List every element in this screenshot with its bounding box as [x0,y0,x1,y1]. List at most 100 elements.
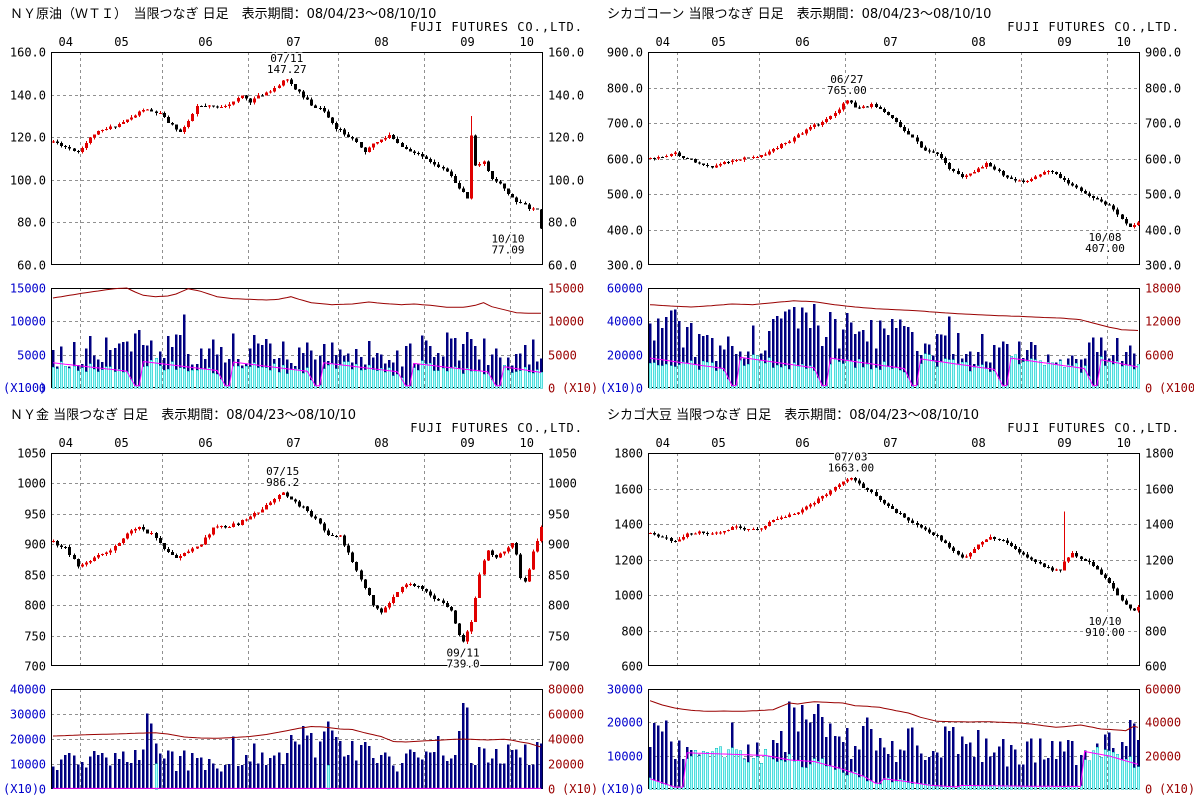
price-axis-label-right: 850 [548,569,570,583]
month-label: 08 [374,35,388,49]
month-label: 07 [883,35,897,49]
month-label: 05 [114,35,128,49]
candlestick-chart-ny-crude-wti: 160.0 160.0 140.0 140.0 120.0 120.0 100.0 100.0… [3,35,597,396]
chart-title-ny-gold: ＮＹ金 当限つなぎ 日足 表示期間：08/04/23～08/10/10 [10,408,357,423]
volume-axis-label-right: 40000 [1145,716,1181,730]
month-label: 09 [1057,35,1071,49]
month-label: 05 [114,436,128,450]
month-label: 09 [1057,436,1071,450]
volume-bars [648,701,1140,790]
price-axis-label-right: 100.0 [548,174,584,188]
month-label: 10 [520,436,534,450]
company-credit: FUJI FUTURES CO.,LTD. [410,20,583,34]
overlay-lines [649,300,1139,387]
price-axis-label-right: 900 [548,538,570,552]
volume-axis-label-right: 10000 [548,315,584,329]
volume-axis-label-left: 0 [39,783,46,797]
annotation-low-value: 910.00 [1085,626,1125,639]
price-axis-label-right: 800 [548,599,570,613]
volume-axis-multiplier-right: (X100) [1159,381,1194,395]
volume-axis-label-right: 15000 [548,282,584,296]
price-axis-label-left: 700 [24,660,46,674]
volume-axis-label-left: 0 [636,382,643,396]
price-axis-label-right: 1400 [1145,518,1174,532]
volume-axis-label-left: 20000 [10,733,46,747]
candles [52,77,543,230]
price-axis-label-right: 400.0 [1145,224,1181,238]
price-axis-label-left: 750 [24,630,46,644]
price-axis-label-left: 1000 [17,477,46,491]
price-axis-label-right: 140.0 [548,89,584,103]
price-axis-label-left: 850 [24,569,46,583]
price-axis-label-left: 400.0 [607,224,643,238]
month-label: 09 [460,35,474,49]
price-axis-label-left: 1800 [614,447,643,461]
month-label: 08 [971,35,985,49]
price-axis-label-left: 80.0 [17,216,46,230]
price-axis-label-right: 1600 [1145,483,1174,497]
price-axis-label-left: 700.0 [607,117,643,131]
chart-title-chicago-corn: シカゴコーン 当限つなぎ 日足 表示期間：08/04/23～08/10/10 [607,7,992,22]
panel-borders [648,52,1140,388]
price-axis-label-right: 1000 [1145,589,1174,603]
month-label: 04 [656,436,670,450]
annotation-low-date: 10/10 [1088,615,1121,628]
month-label: 05 [711,436,725,450]
price-axis-label-left: 120.0 [10,131,46,145]
chart-title-chicago-soybeans: シカゴ大豆 当限つなぎ 日足 表示期間：08/04/23～08/10/10 [607,408,980,423]
price-axis-label-right: 600.0 [1145,153,1181,167]
volume-axis-label-right: 6000 [1145,349,1174,363]
price-axis-label-left: 1400 [614,518,643,532]
month-label: 10 [1117,436,1131,450]
candles [649,99,1140,229]
chart-quadrant-ny-gold: ＮＹ金 当限つなぎ 日足 表示期間：08/04/23～08/10/10 FUJI… [0,401,597,802]
price-axis-label-right: 700.0 [1145,117,1181,131]
axis-labels: 160.0 160.0 140.0 140.0 120.0 120.0 100.0 100.0… [3,35,597,396]
volume-axis-label-left: 40000 [10,683,46,697]
overlay-lines [52,287,542,387]
annotation-high-value: 765.00 [827,84,867,97]
month-label: 10 [520,35,534,49]
month-label: 06 [198,35,212,49]
price-axis-label-right: 900.0 [1145,46,1181,60]
month-label: 06 [795,35,809,49]
panel-borders [51,52,543,388]
front-month-line [649,750,1139,788]
price-axis-label-right: 700 [548,660,570,674]
annotation-high-value: 147.27 [267,63,307,76]
company-credit: FUJI FUTURES CO.,LTD. [1007,20,1180,34]
month-label: 05 [711,35,725,49]
panel-borders [648,453,1140,789]
price-axis-label-right: 120.0 [548,131,584,145]
front-month-line [649,356,1139,387]
price-axis-label-left: 300.0 [607,259,643,273]
month-label: 08 [971,436,985,450]
price-axis-label-right: 950 [548,508,570,522]
volume-axis-label-right: 80000 [548,683,584,697]
volume-axis-multiplier-left: (X10) [600,782,636,796]
volume-axis-label-right: 0 [1145,382,1152,396]
volume-axis-label-left: 5000 [17,349,46,363]
price-axis-label-left: 1000 [614,589,643,603]
price-axis-label-left: 900 [24,538,46,552]
volume-axis-label-right: 40000 [548,733,584,747]
annotation-low-value: 407.00 [1085,242,1125,255]
company-credit: FUJI FUTURES CO.,LTD. [410,421,583,435]
price-axis-label-right: 80.0 [548,216,577,230]
volume-axis-label-right: 20000 [548,758,584,772]
price-axis-label-left: 800.0 [607,82,643,96]
volume-axis-label-right: 0 [1145,783,1152,797]
volume-axis-label-left: 20000 [607,716,643,730]
chart-quadrant-ny-crude-wti: ＮＹ原油（ＷＴＩ） 当限つなぎ 日足 表示期間：08/04/23～08/10/1… [0,0,597,401]
price-axis-label-left: 160.0 [10,46,46,60]
volume-axis-label-left: 15000 [10,282,46,296]
annotation-high-date: 07/03 [834,450,867,463]
price-axis-label-left: 100.0 [10,174,46,188]
volume-axis-label-right: 60000 [1145,683,1181,697]
price-axis-label-left: 1600 [614,483,643,497]
month-label: 04 [656,35,670,49]
